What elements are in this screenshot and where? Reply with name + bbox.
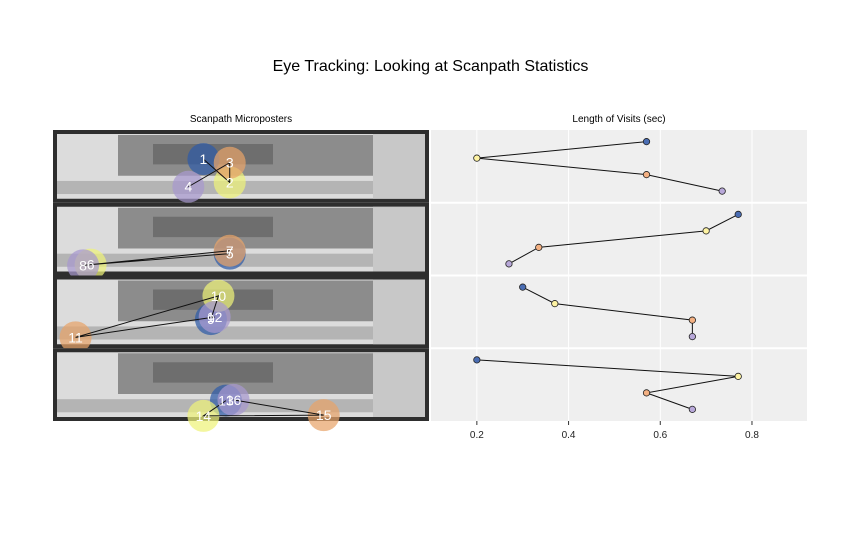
visit-point [642, 138, 651, 146]
poster-right-margin [373, 134, 425, 199]
fixation-label: 5 [226, 246, 234, 262]
scanpath-line [75, 295, 220, 338]
right-panel-title: Length of Visits (sec) [572, 114, 666, 125]
fixation-label: 10 [211, 288, 227, 304]
scanpath-line [188, 158, 231, 188]
fixation-label: 8 [79, 257, 87, 273]
x-tick-label: 0.6 [653, 430, 667, 441]
left-panel-title: Scanpath Microposters [189, 114, 293, 125]
fixation-label: 6 [87, 257, 95, 273]
visit-point [519, 283, 527, 291]
visit-line [508, 213, 739, 265]
visits-panels: 0.2 0.4 0.6 0.8 [431, 130, 807, 441]
scanpath-line [201, 399, 324, 417]
poster-photo-figure [153, 216, 273, 238]
fixation-label: 3 [226, 155, 234, 171]
visit-point [473, 154, 481, 162]
fixation-label: 4 [184, 179, 192, 195]
fixation-label: 11 [68, 329, 83, 345]
visit-point [688, 333, 696, 341]
fixation-label: 12 [207, 309, 223, 325]
visit-point [734, 210, 742, 218]
microposter-3: 9 10 11 12 [53, 275, 429, 354]
visit-point [505, 260, 513, 268]
visits-panel-2 [505, 210, 742, 268]
visit-point [535, 243, 543, 251]
poster-right-margin [373, 352, 425, 417]
visit-point [551, 300, 559, 308]
visit-line [522, 286, 693, 337]
fixation-label: 1 [200, 151, 208, 167]
fixation-label: 15 [316, 407, 332, 423]
poster-photo-figure [153, 362, 273, 383]
visit-line [476, 359, 739, 410]
poster-right-margin [373, 279, 425, 345]
visit-point [688, 316, 696, 324]
poster-right-margin [373, 206, 425, 272]
fixation-label: 14 [196, 408, 212, 424]
visit-point [642, 389, 651, 397]
visit-point [688, 405, 696, 413]
visit-point [642, 171, 651, 179]
fixation-label: 13 [218, 393, 234, 409]
visit-point [734, 372, 742, 380]
scanpath-line [83, 250, 230, 266]
fixation-label: 16 [226, 392, 242, 408]
visits-panel-1 [473, 138, 726, 195]
visits-panel-3 [519, 283, 696, 341]
x-tick-label: 0.4 [562, 430, 576, 441]
poster-text-band [57, 326, 425, 340]
x-tick-label: 0.8 [745, 430, 759, 441]
fixation-label: 9 [207, 311, 215, 327]
microposter-2: 5 6 7 8 [53, 202, 429, 282]
x-tick-label: 0.2 [470, 430, 484, 441]
fixation-label: 7 [226, 243, 234, 259]
chart-title: Eye Tracking: Looking at Scanpath Statis… [272, 58, 589, 75]
visit-point [702, 227, 710, 235]
visit-point [718, 187, 726, 195]
visits-panel-4 [473, 356, 742, 413]
microposter-1: 1 2 3 4 [53, 130, 429, 203]
visit-point [473, 356, 481, 364]
microposter-4: 13 14 15 16 [53, 348, 429, 432]
fixation-label: 2 [226, 174, 234, 190]
visit-line [476, 141, 723, 192]
